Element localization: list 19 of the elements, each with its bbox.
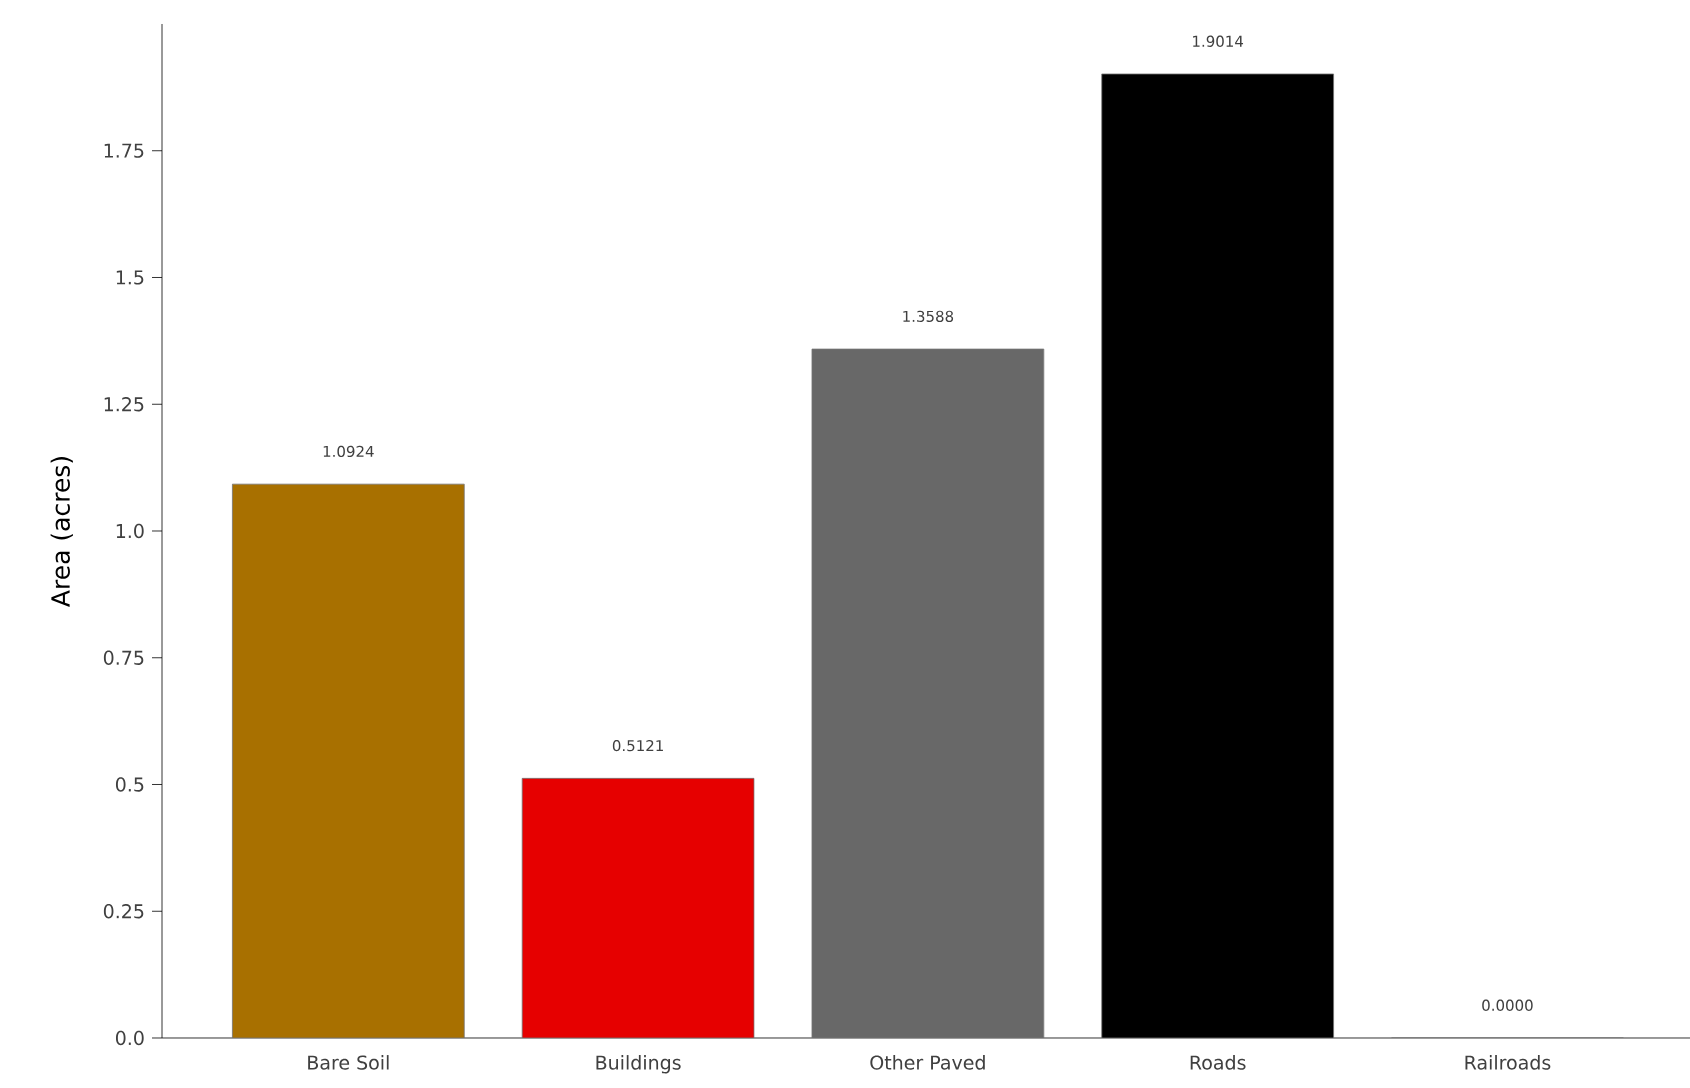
data-label: 0.0000 <box>1482 999 1533 1011</box>
data-label: 1.0924 <box>323 445 374 458</box>
y-tick-label: 1.75 <box>104 143 144 158</box>
x-tick-label: Bare Soil <box>308 1055 389 1070</box>
x-tick-label: Buildings <box>596 1055 681 1074</box>
data-label: 1.9014 <box>1193 35 1244 47</box>
y-axis-title: Area (acres) <box>50 457 73 607</box>
x-tick-label: Roads <box>1190 1055 1246 1070</box>
y-tick-label: 0.25 <box>103 904 144 919</box>
y-tick-label: 1.5 <box>116 270 144 285</box>
data-label: 0.5121 <box>612 739 663 752</box>
y-tick-label: 0.0 <box>115 1030 144 1046</box>
y-tick-label: 0.5 <box>115 777 144 792</box>
x-tick-label: Railroads <box>1465 1055 1551 1070</box>
data-label: 1.3588 <box>903 310 954 323</box>
y-tick-label: 1.25 <box>104 397 144 412</box>
y-tick-label: 1.0 <box>116 523 144 539</box>
y-tick-label: 0.75 <box>103 650 144 665</box>
x-tick-label: Other Paved <box>870 1055 985 1070</box>
